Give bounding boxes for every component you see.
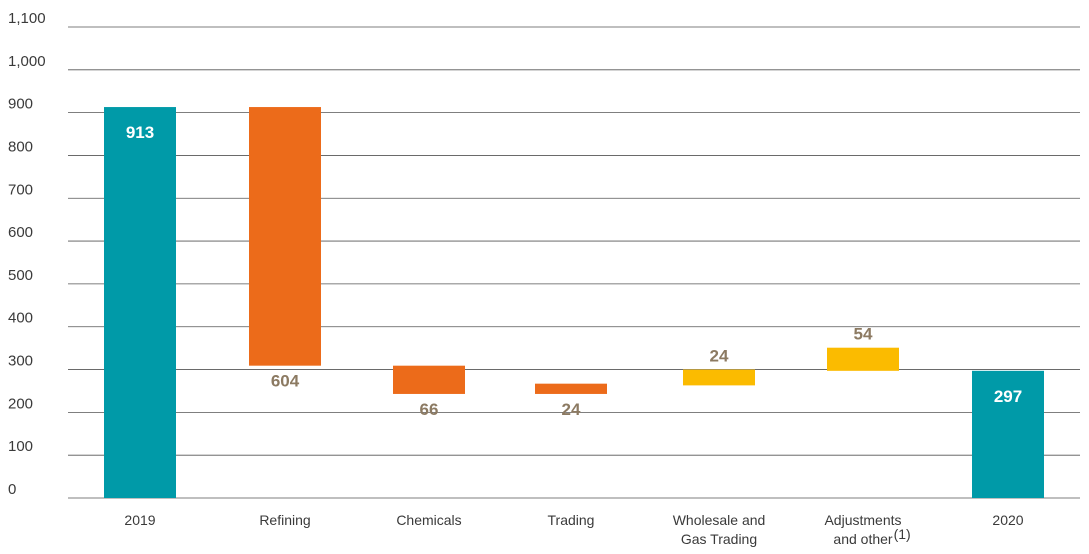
- y-tick-label: 800: [8, 138, 33, 155]
- bar-decrease: [535, 383, 607, 394]
- bar-total: [972, 370, 1044, 498]
- category-label: Refining: [259, 512, 310, 528]
- data-label: 66: [420, 400, 439, 419]
- data-label: 24: [562, 400, 581, 419]
- y-tick-label: 0: [8, 481, 16, 498]
- category-label: and other: [833, 531, 892, 547]
- category-label: Adjustments: [824, 512, 901, 528]
- y-tick-label: 900: [8, 96, 33, 113]
- data-label: 54: [854, 325, 873, 344]
- x-axis: 2019 Refining Chemicals Trading Wholesale an…: [124, 512, 1023, 547]
- y-tick-label: 300: [8, 353, 33, 370]
- category-label: 2019: [124, 512, 155, 528]
- bar-increase: [827, 347, 899, 371]
- bars: 913 604 66 24 24 54 297: [104, 107, 1044, 498]
- category-label: Trading: [548, 512, 595, 528]
- y-axis: 0 100 200 300 400 500 600 700 800 900 1,000 1,100: [8, 10, 46, 498]
- gridlines: [68, 26, 1080, 499]
- y-tick-label: 500: [8, 267, 33, 284]
- y-tick-label: 1,000: [8, 53, 46, 70]
- category-label: Wholesale and: [673, 512, 766, 528]
- data-label: 297: [994, 387, 1022, 406]
- y-tick-label: 700: [8, 181, 33, 198]
- y-tick-label: 400: [8, 310, 33, 327]
- category-label: Chemicals: [396, 512, 461, 528]
- bar-total: [104, 107, 176, 498]
- category-label: Gas Trading: [681, 531, 757, 547]
- data-label: 604: [271, 372, 300, 391]
- y-tick-label: 200: [8, 395, 33, 412]
- y-tick-label: 1,100: [8, 10, 46, 27]
- bar-decrease: [249, 107, 321, 366]
- bar-increase: [683, 369, 755, 386]
- footnote-marker: (1): [894, 526, 911, 542]
- bar-decrease: [393, 365, 465, 394]
- category-label: 2020: [992, 512, 1023, 528]
- data-label: 913: [126, 123, 154, 142]
- y-tick-label: 600: [8, 224, 33, 241]
- y-tick-label: 100: [8, 438, 33, 455]
- data-label: 24: [710, 347, 729, 366]
